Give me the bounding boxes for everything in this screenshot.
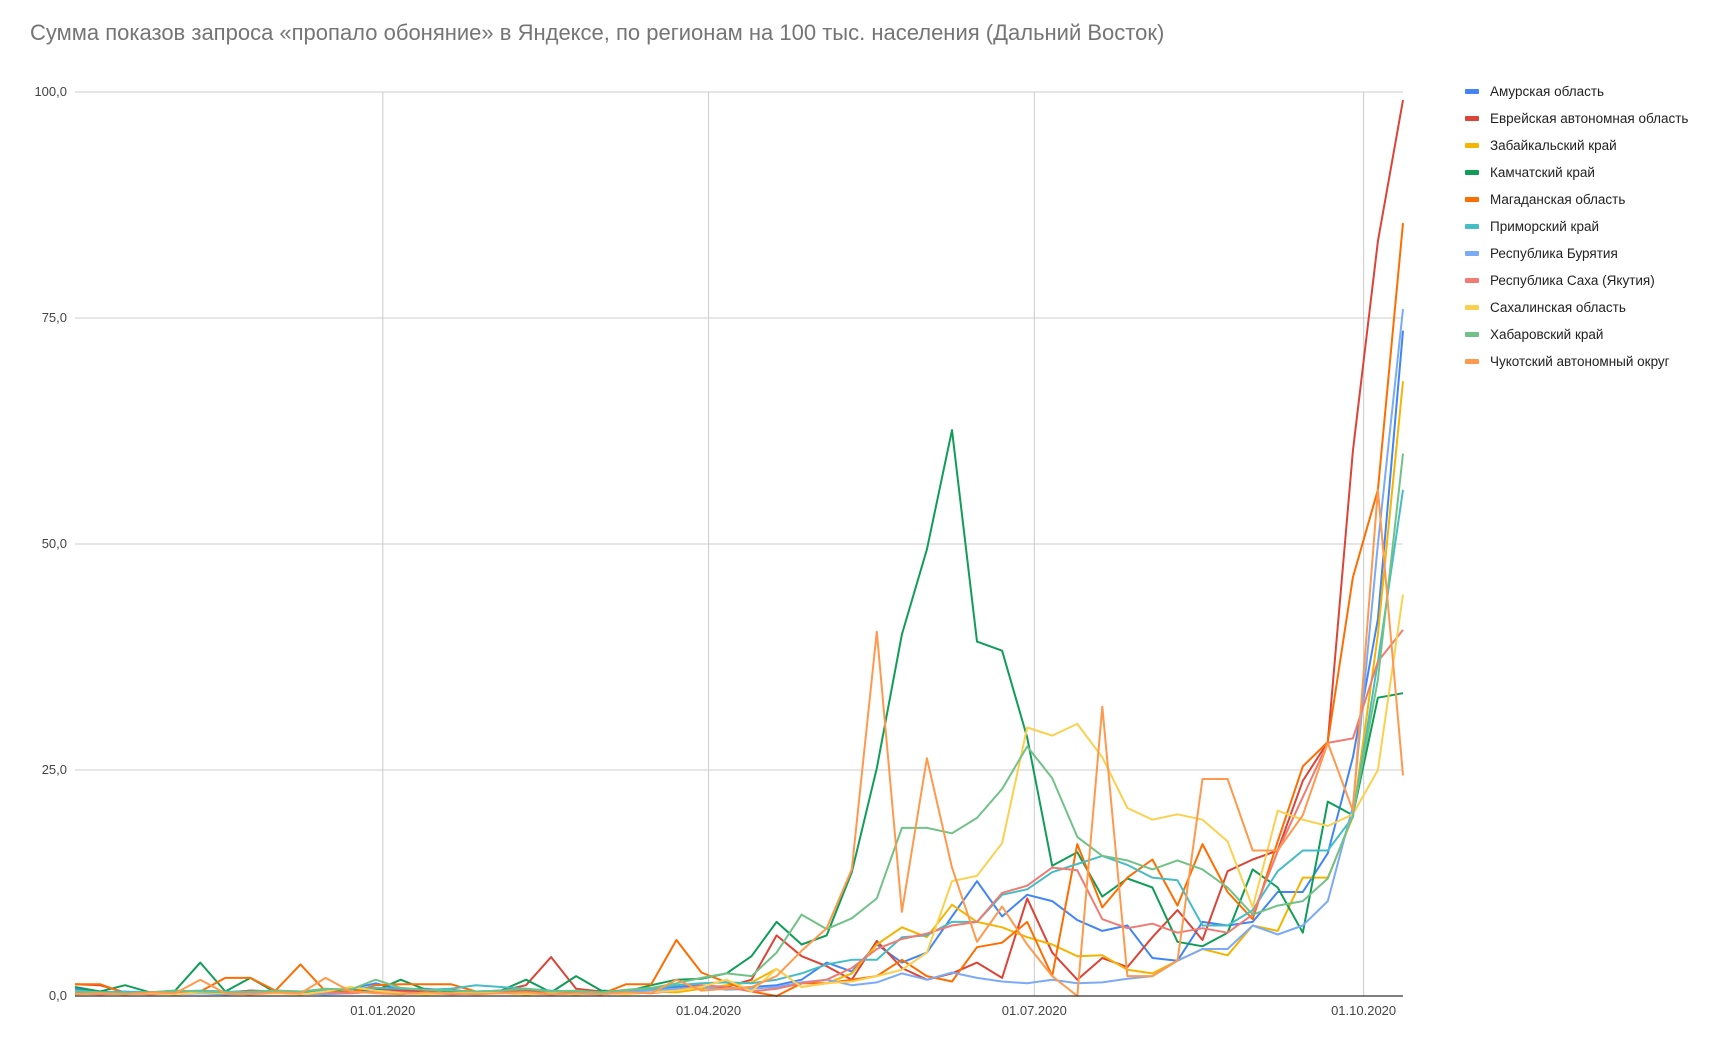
legend-label: Забайкальский край [1490, 138, 1617, 153]
legend-label: Еврейская автономная область [1490, 111, 1688, 126]
series-line-11 [74, 488, 1404, 997]
series-lines [74, 99, 1404, 997]
legend-swatch [1465, 305, 1479, 310]
legend-item[interactable]: Республика Бурятия [1465, 246, 1618, 261]
legend-item[interactable]: Амурская область [1465, 84, 1604, 99]
legend-swatch [1465, 143, 1479, 148]
legend-item[interactable]: Республика Саха (Якутия) [1465, 273, 1655, 288]
legend-swatch [1465, 251, 1479, 256]
legend-item[interactable]: Магаданская область [1465, 192, 1625, 207]
series-line-4 [74, 429, 1404, 995]
legend: Амурская область Еврейская автономная обл… [1465, 84, 1688, 369]
legend-swatch [1465, 197, 1479, 202]
axes: 0,0 25,0 50,0 75,0 100,0 01.01.2020 01.04.2020… [34, 84, 1403, 1018]
legend-swatch [1465, 170, 1479, 175]
legend-label: Чукотский автономный округ [1490, 354, 1670, 369]
legend-item[interactable]: Камчатский край [1465, 165, 1595, 180]
y-tick-label: 0,0 [49, 988, 67, 1003]
legend-item[interactable]: Приморский край [1465, 219, 1599, 234]
legend-item[interactable]: Чукотский автономный округ [1465, 354, 1670, 369]
chart-title: Сумма показов запроса «пропало обоняние»… [30, 20, 1165, 45]
legend-item[interactable]: Хабаровский край [1465, 327, 1603, 342]
legend-swatch [1465, 116, 1479, 121]
legend-item[interactable]: Сахалинская область [1465, 300, 1626, 315]
series-line-3 [74, 381, 1404, 996]
legend-swatch [1465, 278, 1479, 283]
legend-label: Амурская область [1490, 84, 1604, 99]
series-line-1 [74, 330, 1404, 995]
legend-item[interactable]: Забайкальский край [1465, 138, 1617, 153]
legend-label: Республика Саха (Якутия) [1490, 273, 1655, 288]
legend-label: Приморский край [1490, 219, 1599, 234]
legend-label: Сахалинская область [1490, 300, 1626, 315]
series-line-2 [74, 99, 1404, 995]
legend-label: Магаданская область [1490, 192, 1625, 207]
legend-swatch [1465, 332, 1479, 337]
gridlines [75, 91, 1403, 996]
legend-swatch [1465, 224, 1479, 229]
series-line-6 [74, 489, 1404, 994]
y-tick-label: 25,0 [42, 762, 67, 777]
series-line-5 [75, 223, 1404, 997]
legend-label: Республика Бурятия [1490, 246, 1618, 261]
y-tick-label: 100,0 [34, 84, 67, 99]
x-tick-label: 01.01.2020 [350, 1003, 415, 1018]
legend-label: Камчатский край [1490, 165, 1595, 180]
x-tick-label: 01.10.2020 [1331, 1003, 1396, 1018]
series-line-7 [74, 308, 1404, 996]
x-tick-label: 01.04.2020 [676, 1003, 741, 1018]
series-line-8 [74, 629, 1404, 996]
legend-label: Хабаровский край [1490, 327, 1603, 342]
legend-swatch [1465, 89, 1479, 94]
x-tick-label: 01.07.2020 [1002, 1003, 1067, 1018]
y-tick-label: 50,0 [42, 536, 67, 551]
legend-item[interactable]: Еврейская автономная область [1465, 111, 1688, 126]
y-tick-label: 75,0 [42, 310, 67, 325]
legend-swatch [1465, 359, 1479, 364]
series-line-10 [74, 453, 1404, 995]
